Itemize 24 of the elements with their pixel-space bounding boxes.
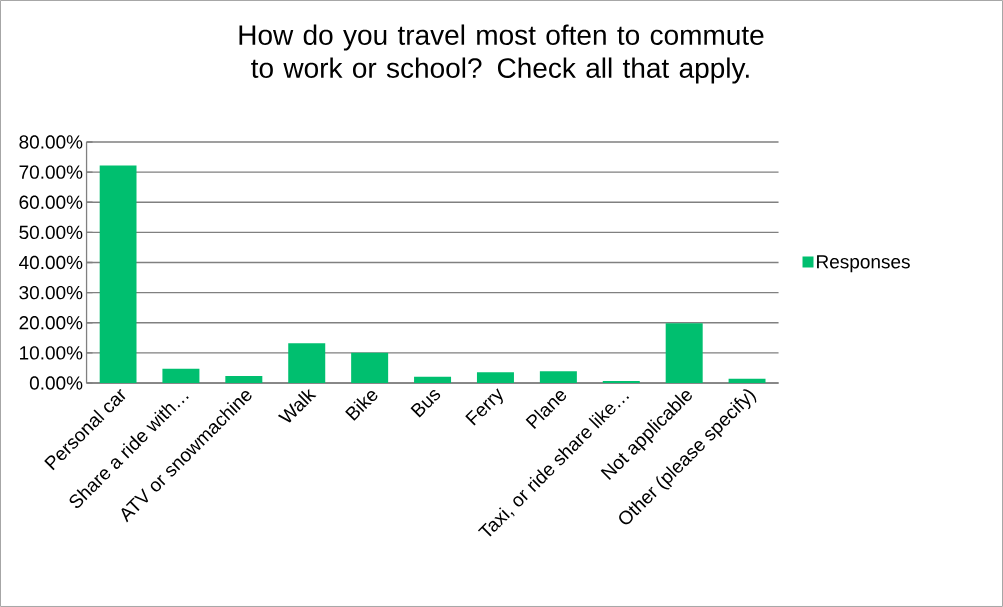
bar bbox=[225, 376, 263, 383]
bar bbox=[602, 380, 640, 383]
y-tick-label: 20.00% bbox=[19, 316, 83, 330]
y-tick-label: 70.00% bbox=[19, 165, 83, 179]
bar bbox=[728, 378, 766, 383]
x-tick-label: Bike bbox=[345, 390, 378, 421]
legend-label: Responses bbox=[817, 255, 910, 273]
bar bbox=[351, 352, 389, 383]
bar bbox=[162, 368, 200, 383]
bar bbox=[476, 372, 514, 383]
bar bbox=[414, 376, 452, 383]
chart-title: How do you travel most often to commute to work or school? Check all that apply. bbox=[239, 24, 764, 84]
bar bbox=[665, 323, 703, 383]
bar bbox=[288, 343, 326, 383]
y-tick-label: 30.00% bbox=[19, 285, 83, 300]
y-tick-label: 10.00% bbox=[20, 346, 83, 360]
bar bbox=[539, 371, 577, 383]
x-tick-label: Bus bbox=[410, 389, 441, 418]
y-tick-label: 40.00% bbox=[19, 255, 83, 270]
y-tick-label: 50.00% bbox=[19, 225, 83, 240]
bar bbox=[99, 165, 137, 383]
y-tick-label: 0.00% bbox=[29, 376, 83, 390]
y-tick-label: 60.00% bbox=[19, 195, 83, 209]
y-tick-label: 80.00% bbox=[19, 135, 83, 149]
